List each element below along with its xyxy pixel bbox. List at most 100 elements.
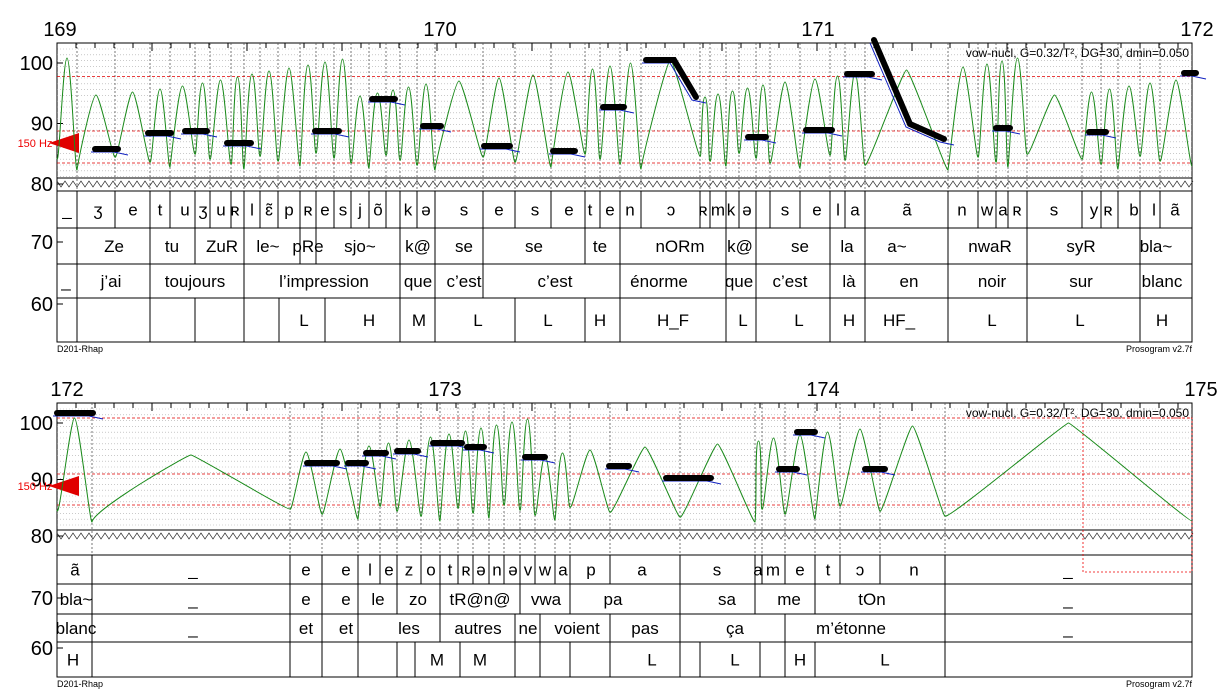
- syllable-label: pRe: [292, 237, 323, 256]
- silence-region: [1082, 417, 1193, 573]
- stylized-pitch: [871, 37, 947, 142]
- f0-contour: [311, 133, 350, 138]
- word-label: l’impression: [279, 272, 369, 291]
- f0-contour: [480, 148, 521, 153]
- syllable-label: syR: [1066, 237, 1095, 256]
- phone-label: l: [1152, 201, 1156, 220]
- hz-label: 150 Hz: [18, 138, 53, 150]
- phone-label: ə: [476, 561, 485, 580]
- word-label: toujours: [165, 272, 225, 291]
- phone-label: n: [909, 561, 918, 580]
- word-label: énorme: [630, 272, 688, 291]
- tone-label: L: [299, 311, 308, 330]
- phone-label: ʀ: [303, 201, 312, 220]
- phone-label: a: [637, 561, 647, 580]
- syllable-label: se: [455, 237, 473, 256]
- time-label: 170: [423, 19, 456, 41]
- phone-label: ʒ: [198, 201, 207, 220]
- phone-label: e: [320, 201, 329, 220]
- f0-contour: [393, 453, 429, 458]
- tone-label: M: [412, 311, 426, 330]
- f0-contour: [1180, 75, 1207, 80]
- syllable-label: bla~: [1140, 237, 1173, 256]
- intensity-band: [56, 532, 1194, 540]
- y-axis-label: 80: [31, 526, 53, 548]
- phone-label: w: [980, 201, 994, 220]
- f0-contour: [662, 480, 722, 485]
- syllable-label: zo: [409, 590, 427, 609]
- hz-marker-triangle: [49, 133, 79, 153]
- tone-label: M: [473, 651, 487, 670]
- word-label: blanc: [56, 619, 97, 638]
- syllable-label: se: [525, 237, 543, 256]
- word-label: autres: [454, 619, 501, 638]
- phone-label: ʀ: [698, 201, 707, 220]
- time-label: 175: [1184, 379, 1217, 401]
- phone-label: t: [588, 201, 593, 220]
- phone-label: p: [284, 201, 293, 220]
- phone-label: s: [713, 561, 722, 580]
- phone-label: ɔ: [856, 561, 865, 580]
- phone-label: ã: [1170, 201, 1180, 220]
- phone-label: ə: [742, 201, 751, 220]
- tone-label: H: [794, 651, 806, 670]
- f0-contour: [843, 76, 883, 81]
- word-label: noir: [978, 272, 1007, 291]
- hz-marker-triangle: [49, 476, 79, 496]
- phone-label: p: [586, 561, 595, 580]
- word-label: j’ai: [100, 272, 122, 291]
- phone-label: t: [826, 561, 831, 580]
- tone-label: HF_: [883, 311, 916, 330]
- phone-label: a: [558, 561, 568, 580]
- syllable-label: le: [371, 590, 384, 609]
- phone-label: e: [384, 561, 393, 580]
- tone-label: L: [1075, 311, 1084, 330]
- f0-contour: [861, 471, 896, 476]
- word-label: sur: [1069, 272, 1093, 291]
- y-axis-label: 70: [31, 232, 53, 254]
- word-label: c’est: [538, 272, 573, 291]
- phone-label: l: [836, 201, 840, 220]
- word-label: c’est: [447, 272, 482, 291]
- phone-label: n: [957, 201, 966, 220]
- syllable-label: _: [187, 590, 198, 609]
- y-axis-label: 100: [20, 53, 53, 75]
- tone-label: H: [594, 311, 606, 330]
- phone-label: e: [341, 561, 350, 580]
- phone-label: ə: [421, 201, 430, 220]
- phone-label: s: [339, 201, 348, 220]
- syllable-label: a~: [887, 237, 906, 256]
- y-axis-label: 70: [31, 588, 53, 610]
- syllable-label: ZuR: [206, 237, 238, 256]
- syllable-label: sjo~: [344, 237, 376, 256]
- phone-label: k: [404, 201, 413, 220]
- word-label: m’étonne: [816, 619, 886, 638]
- syllable-label: _: [1062, 590, 1073, 609]
- word-label: c’est: [773, 272, 808, 291]
- phone-label: e: [494, 201, 503, 220]
- word-label: que: [404, 272, 432, 291]
- tone-label: L: [738, 311, 747, 330]
- syllable-label: e: [341, 590, 350, 609]
- syllable-label: pa: [604, 590, 623, 609]
- time-label: 174: [806, 379, 839, 401]
- time-label: 171: [801, 19, 834, 41]
- phone-label: ʀ: [1012, 201, 1021, 220]
- syllable-label: tu: [165, 237, 179, 256]
- phone-label: ʒ: [93, 201, 102, 220]
- phone-label: t: [158, 201, 163, 220]
- syllable-label: tOn: [858, 590, 885, 609]
- phone-label: m: [711, 201, 725, 220]
- tone-label: L: [880, 651, 889, 670]
- word-label: et: [339, 619, 353, 638]
- f0-contour: [144, 135, 182, 140]
- y-axis-label: 90: [31, 114, 53, 136]
- analysis-params: vow-nucl, G=0.32/T², DG=30, dmin=0.050: [966, 406, 1189, 420]
- syllable-label: e: [301, 590, 310, 609]
- panel-frame: [56, 42, 1193, 343]
- phone-label: m: [766, 561, 780, 580]
- phone-label: s: [781, 201, 790, 220]
- phone-label: _: [61, 201, 72, 220]
- phone-label: n: [492, 561, 501, 580]
